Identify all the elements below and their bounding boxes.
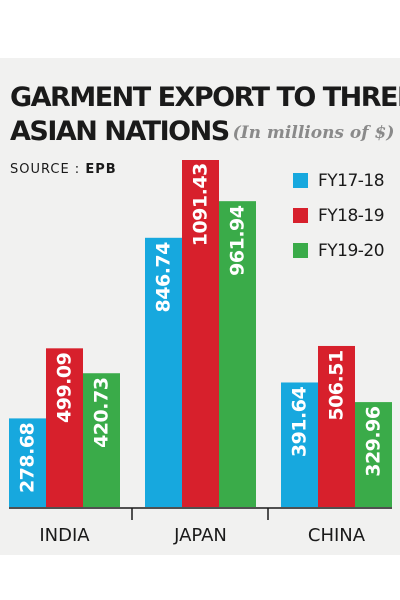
- bar-india-fy18-19: [46, 348, 83, 507]
- source-note: SOURCE : EPB: [10, 162, 117, 177]
- legend-swatch-fy18-19: [293, 208, 308, 223]
- category-label-china: CHINA: [308, 525, 366, 546]
- legend-label-fy19-20: FY19-20: [318, 241, 385, 261]
- chart-subtitle: (In millions of $): [232, 123, 395, 143]
- bar-japan-fy19-20: [219, 201, 256, 507]
- bar-group-india: 278.68 499.09 420.73: [9, 348, 120, 507]
- bar-value-label-india-fy19-20: 420.73: [91, 378, 113, 448]
- legend-label-fy18-19: FY18-19: [318, 206, 385, 226]
- legend-swatch-fy17-18: [293, 173, 308, 188]
- bar-value-label-japan-fy18-19: 1091.43: [190, 163, 212, 246]
- source-label: SOURCE :: [10, 162, 81, 177]
- bar-group-japan: 846.74 1091.43 961.94: [145, 160, 256, 507]
- bar-india-fy17-18: [9, 418, 46, 507]
- bar-india-fy19-20: [83, 373, 120, 507]
- bar-value-label-japan-fy19-20: 961.94: [227, 205, 249, 276]
- source-value: EPB: [85, 162, 117, 177]
- bar-china-fy17-18: [281, 382, 318, 507]
- bar-japan-fy18-19: [182, 160, 219, 507]
- chart-title-line2-text: ASIAN NATIONS: [10, 116, 230, 147]
- legend-label-fy17-18: FY17-18: [318, 171, 385, 191]
- bar-value-label-japan-fy17-18: 846.74: [153, 242, 175, 313]
- bar-value-label-china-fy18-19: 506.51: [326, 350, 348, 420]
- chart-title-line2: ASIAN NATIONS (In millions of $): [10, 118, 394, 145]
- bar-value-label-china-fy17-18: 391.64: [289, 387, 311, 458]
- bar-value-label-china-fy19-20: 329.96: [363, 406, 385, 477]
- bar-china-fy19-20: [355, 402, 392, 507]
- bar-japan-fy17-18: [145, 237, 182, 507]
- chart-title-line1: GARMENT EXPORT TO THREE: [10, 82, 400, 113]
- bar-value-label-india-fy17-18: 278.68: [17, 422, 39, 493]
- bar-china-fy18-19: [318, 345, 355, 507]
- category-label-japan: JAPAN: [173, 525, 227, 546]
- legend-swatch-fy19-20: [293, 243, 308, 258]
- bar-group-china: 391.64 506.51 329.96: [281, 345, 392, 507]
- category-label-india: INDIA: [39, 525, 90, 546]
- bar-value-label-india-fy18-19: 499.09: [54, 353, 76, 423]
